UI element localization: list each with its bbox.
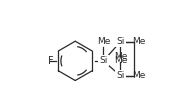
Text: Me: Me xyxy=(114,52,127,61)
Text: Me: Me xyxy=(114,56,127,65)
Text: Si: Si xyxy=(116,37,125,46)
Text: Me: Me xyxy=(97,37,110,46)
Text: Si: Si xyxy=(99,56,108,65)
Text: Me: Me xyxy=(133,37,146,46)
Text: F: F xyxy=(48,56,54,66)
Text: Me: Me xyxy=(133,71,146,80)
Text: Si: Si xyxy=(116,71,125,80)
